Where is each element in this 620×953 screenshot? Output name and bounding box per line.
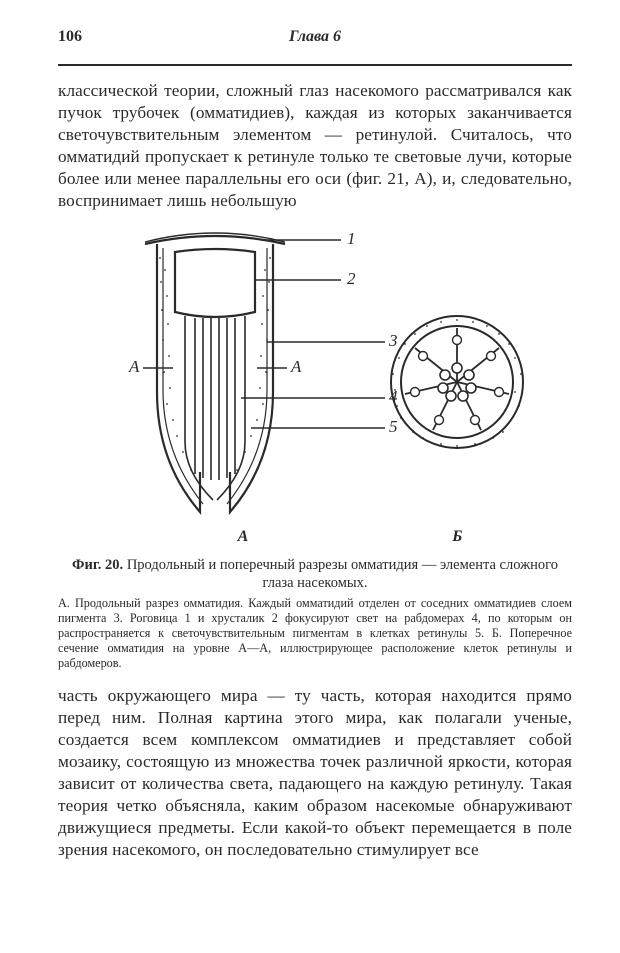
fig-label-2: 2	[347, 269, 356, 288]
figure-20: 1 2 3 4 5 А А А Б	[85, 222, 545, 546]
fig-label-1: 1	[347, 229, 356, 248]
figure-caption-main: Фиг. 20. Продольный и поперечный разрезы…	[58, 556, 572, 592]
figure-panel-labels: А Б	[85, 528, 545, 546]
fig-label-4: 4	[389, 387, 398, 406]
header-rule	[58, 64, 572, 66]
fig-mark-A-left: А	[128, 357, 140, 376]
fig-label-5: 5	[389, 417, 398, 436]
body-paragraph-1: классической теории, сложный глаз насеко…	[58, 80, 572, 212]
fig-mark-A-right: А	[290, 357, 302, 376]
figure-caption-lead: Фиг. 20.	[72, 557, 123, 573]
figure-label-B: Б	[452, 528, 462, 546]
page-header: 106 Глава 6	[58, 28, 572, 54]
figure-caption-sub: А. Продольный разрез омматидия. Каждый о…	[58, 596, 572, 670]
book-page: 106 Глава 6 классической теории, сложный…	[0, 0, 620, 953]
figure-label-A: А	[238, 528, 249, 546]
chapter-title: Глава 6	[58, 28, 572, 46]
fig-label-3: 3	[388, 331, 398, 350]
figure-caption-rest: Продольный и поперечный разрезы омматиди…	[123, 557, 558, 591]
figure-svg: 1 2 3 4 5 А А	[85, 222, 545, 522]
body-paragraph-2: часть окружающего мира — ту часть, котор…	[58, 685, 572, 861]
